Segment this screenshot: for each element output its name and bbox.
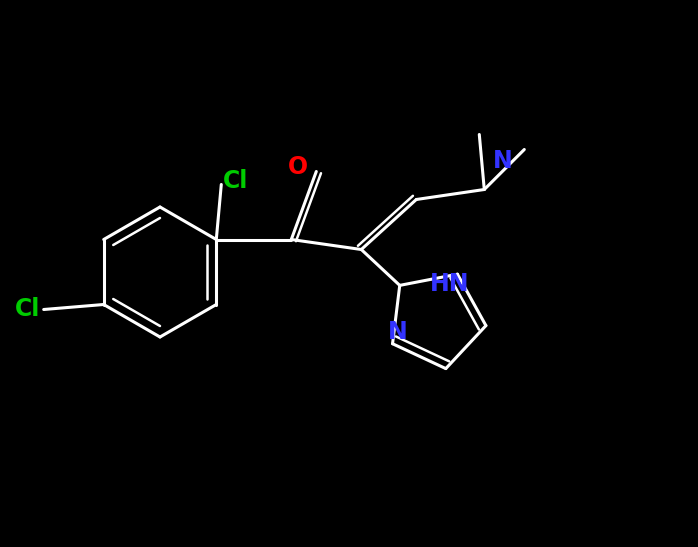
Text: O: O bbox=[288, 154, 309, 178]
Text: N: N bbox=[387, 319, 408, 344]
Text: Cl: Cl bbox=[15, 298, 40, 322]
Text: Cl: Cl bbox=[223, 170, 248, 194]
Text: HN: HN bbox=[430, 272, 469, 296]
Text: N: N bbox=[492, 149, 512, 173]
